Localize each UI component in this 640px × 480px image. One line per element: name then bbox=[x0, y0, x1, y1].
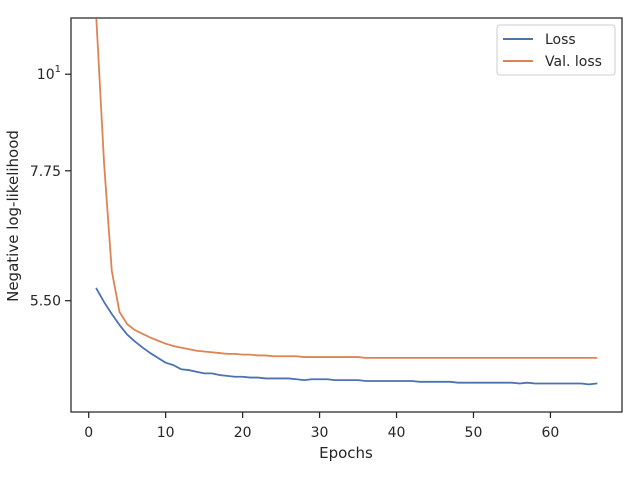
legend-label: Loss bbox=[545, 32, 576, 48]
x-tick-label: 60 bbox=[542, 425, 560, 441]
x-tick-label: 10 bbox=[157, 425, 175, 441]
y-axis-ticks: 5.50 7.75 101 bbox=[30, 64, 71, 310]
y-tick-label-base: 10 bbox=[37, 67, 55, 83]
x-tick-label: 50 bbox=[465, 425, 483, 441]
x-tick-label: 0 bbox=[84, 425, 93, 441]
x-tick-label: 40 bbox=[388, 425, 406, 441]
y-axis-label: Negative log-likelihood bbox=[4, 130, 22, 302]
y-tick-label: 5.50 bbox=[30, 294, 61, 310]
legend: Loss Val. loss bbox=[496, 24, 616, 76]
series-lines bbox=[95, 18, 598, 386]
x-tick-label: 20 bbox=[234, 425, 252, 441]
x-axis-label: Epochs bbox=[319, 444, 373, 462]
legend-box bbox=[496, 24, 616, 76]
x-axis-ticks: 0 10 20 30 40 50 60 bbox=[84, 412, 559, 441]
x-tick-label: 30 bbox=[311, 425, 329, 441]
plot-area bbox=[70, 17, 623, 413]
y-tick-label: 7.75 bbox=[30, 164, 61, 180]
series-line-loss bbox=[95, 287, 598, 386]
y-tick-label-exponent: 1 bbox=[55, 64, 61, 75]
series-line-val-loss bbox=[95, 18, 598, 359]
legend-label: Val. loss bbox=[545, 54, 602, 70]
plot-frame bbox=[70, 17, 623, 413]
y-tick-label: 101 bbox=[37, 64, 61, 83]
